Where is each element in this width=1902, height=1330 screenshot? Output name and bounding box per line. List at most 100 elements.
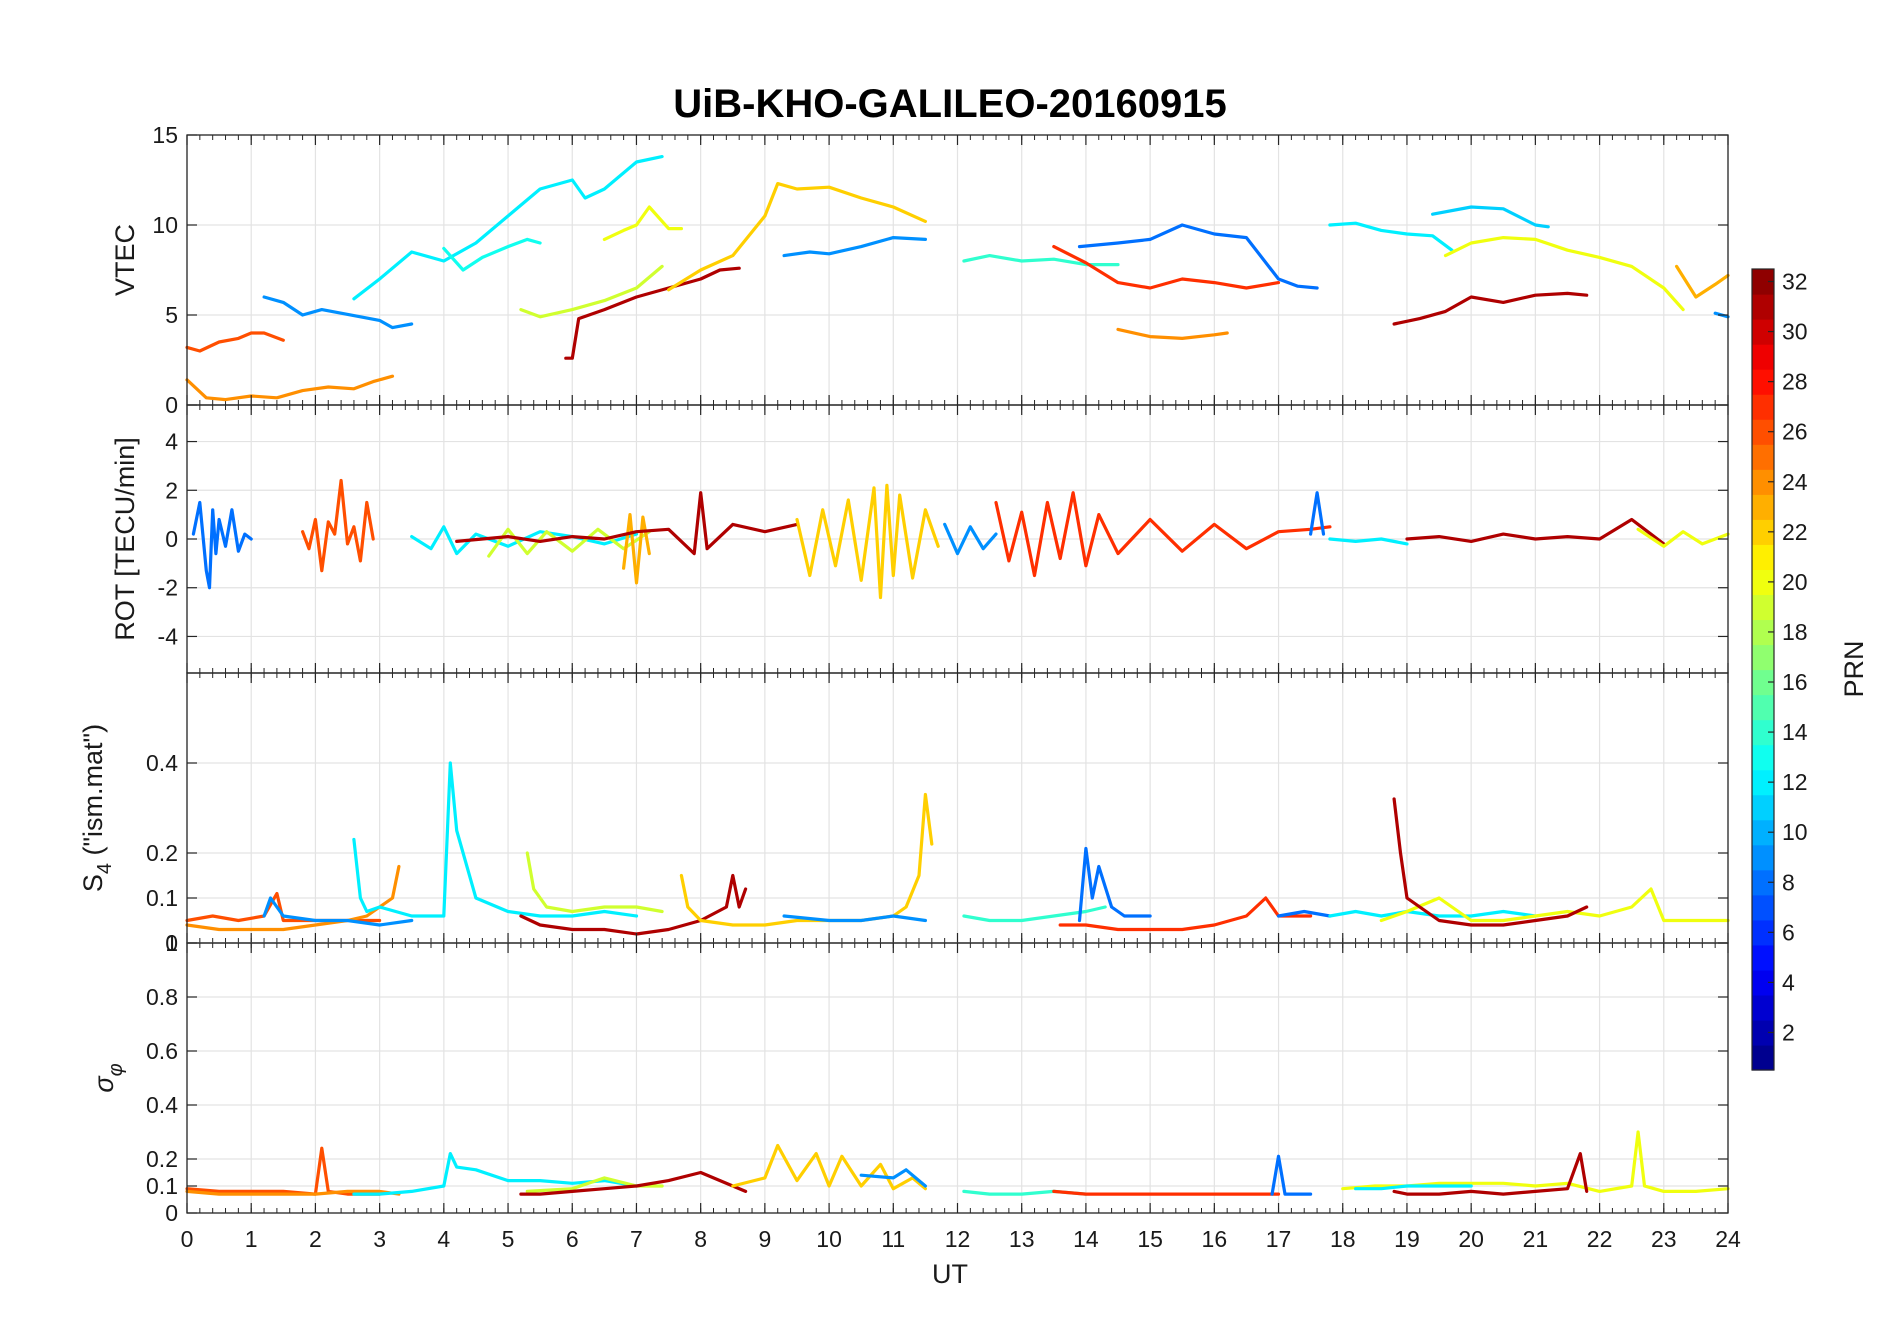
colorbar-swatch <box>1752 619 1774 646</box>
series-line-prn-12 <box>1328 909 1538 918</box>
y-tick-label: 0.2 <box>146 840 178 866</box>
colorbar-frame <box>1751 268 1775 1071</box>
panel-s4-grid <box>186 673 1729 944</box>
x-tick-label: 2 <box>309 1226 322 1252</box>
colorbar-swatch <box>1752 944 1774 971</box>
y-tick-label: 0.4 <box>146 1092 178 1118</box>
x-tick-label: 1 <box>245 1226 258 1252</box>
series-line-prn-25 <box>185 1146 382 1196</box>
y-tick-label: 0.8 <box>146 984 178 1010</box>
series-line-prn-26 <box>994 491 1332 578</box>
series-line-prn-19 <box>1379 887 1730 923</box>
series-line-prn-22 <box>731 1143 928 1191</box>
series-line-prn-26 <box>1058 896 1313 932</box>
panel-sigma-grid <box>186 942 1729 1214</box>
y-tick-label: 5 <box>165 302 178 328</box>
x-tick-label: 24 <box>1715 1226 1741 1252</box>
panel-vtec-x-ticks <box>186 135 1729 405</box>
x-tick-label: 23 <box>1651 1226 1677 1252</box>
colorbar-tick-label: 18 <box>1782 619 1808 645</box>
x-tick-label: 4 <box>437 1226 450 1252</box>
series-line-prn-19 <box>1636 527 1730 548</box>
series-line-prn-8 <box>1077 846 1152 923</box>
series-line-prn-26 <box>1052 1189 1281 1196</box>
series-line-prn-23 <box>1674 264 1730 299</box>
series-line-prn-19 <box>1443 236 1685 312</box>
colorbar-tick-label: 6 <box>1782 919 1795 945</box>
series-line-prn-9 <box>262 295 414 330</box>
y-tick-label: 10 <box>152 212 178 238</box>
series-line-prn-18 <box>525 851 664 914</box>
colorbar-swatch <box>1752 394 1774 420</box>
y-axis-label-subscript: φ <box>105 1063 127 1076</box>
colorbar-swatch <box>1752 919 1774 946</box>
panel-sigma-x-ticks: 0 1 2 3 4 5 6 7 8 9 10 11 12 13 14 15 16 17 18 19 20 21 22 23 24 <box>181 943 1741 1252</box>
colorbar-tick-label: 24 <box>1782 469 1808 495</box>
series-line-prn-24 <box>185 1189 401 1196</box>
colorbar-tick-label: 4 <box>1782 969 1795 995</box>
x-tick-label: 9 <box>758 1226 771 1252</box>
y-tick-label: 0.1 <box>146 1173 178 1199</box>
x-tick-label: 12 <box>945 1226 971 1252</box>
y-tick-label: 1 <box>165 930 178 956</box>
x-tick-label: 17 <box>1266 1226 1292 1252</box>
series-line-prn-12 <box>352 1151 639 1196</box>
colorbar-swatch <box>1752 894 1774 921</box>
series-line-prn-26 <box>1052 245 1281 290</box>
colorbar-swatch <box>1752 1019 1774 1046</box>
panel-sigma-y-axis-label: σφ <box>89 1063 127 1092</box>
series-line-prn-18 <box>487 527 651 558</box>
series-line-prn-22 <box>795 483 940 600</box>
x-tick-label: 5 <box>502 1226 515 1252</box>
x-tick-label: 21 <box>1523 1226 1549 1252</box>
series-line-prn-31 <box>564 266 741 360</box>
series-line-prn-31 <box>1405 517 1666 546</box>
panel-rot-x-ticks <box>186 405 1729 673</box>
y-tick-label: 0 <box>165 1200 178 1226</box>
series-line-prn-8 <box>1276 909 1332 918</box>
y-tick-label: 0.6 <box>146 1038 178 1064</box>
y-tick-label: 2 <box>165 477 178 503</box>
y-tick-label: 0 <box>165 930 178 956</box>
panel-rot-series <box>191 478 1730 600</box>
colorbar-tick-label: 28 <box>1782 369 1808 395</box>
panel-sigma: 00.10.20.40.60.810 1 2 3 4 5 6 7 8 9 10 11 12 13 14 15 1… <box>89 930 1741 1252</box>
series-line-prn-19 <box>602 205 684 241</box>
panel-s4-y-ticks: 0 0.1 0.2 0.4 <box>146 750 1728 956</box>
series-line-prn-9 <box>782 914 928 923</box>
y-tick-label: 0.4 <box>146 750 178 776</box>
y-axis-label-subscript: 4 <box>94 863 116 874</box>
colorbar-tick-label: 10 <box>1782 819 1808 845</box>
series-line-prn-9 <box>943 522 998 556</box>
y-axis-label-main: VTEC <box>110 224 140 296</box>
colorbar-tick-label: 32 <box>1782 269 1808 295</box>
y-tick-label: 15 <box>152 122 178 148</box>
x-tick-label: 22 <box>1587 1226 1613 1252</box>
series-line-prn-25 <box>185 331 285 353</box>
colorbar-swatch <box>1752 269 1774 295</box>
panel-sigma-series <box>185 1130 1730 1196</box>
x-tick-label: 10 <box>816 1226 842 1252</box>
colorbar-swatch <box>1752 469 1774 495</box>
series-line-prn-11 <box>1430 205 1550 229</box>
colorbar-swatch <box>1752 519 1774 545</box>
colorbar-tick-label: 20 <box>1782 569 1808 595</box>
x-tick-label: 16 <box>1202 1226 1228 1252</box>
x-tick-label: 6 <box>566 1226 579 1252</box>
colorbar-swatch <box>1752 594 1774 621</box>
x-tick-label: 8 <box>694 1226 707 1252</box>
colorbar-tick-label: 22 <box>1782 519 1808 545</box>
colorbar-swatch <box>1752 419 1774 445</box>
colorbar-swatch <box>1752 719 1774 746</box>
colorbar-tick-label: 12 <box>1782 769 1808 795</box>
colorbar-tick-label: 2 <box>1782 1019 1795 1045</box>
x-tick-label: 7 <box>630 1226 643 1252</box>
colorbar-tick-label: 16 <box>1782 669 1808 695</box>
panel-s4: 0 0.1 0.2 0.4 S4 ("ism.mat") <box>78 672 1730 956</box>
series-line-prn-31 <box>1392 1151 1589 1196</box>
panel-rot-y-axis-label: ROT [TECU/min] <box>110 437 140 641</box>
series-line-prn-12 <box>1353 1184 1473 1191</box>
series-line-prn-25 <box>301 478 375 573</box>
series-line-prn-8 <box>1270 1154 1313 1196</box>
series-line-prn-31 <box>519 1170 748 1196</box>
